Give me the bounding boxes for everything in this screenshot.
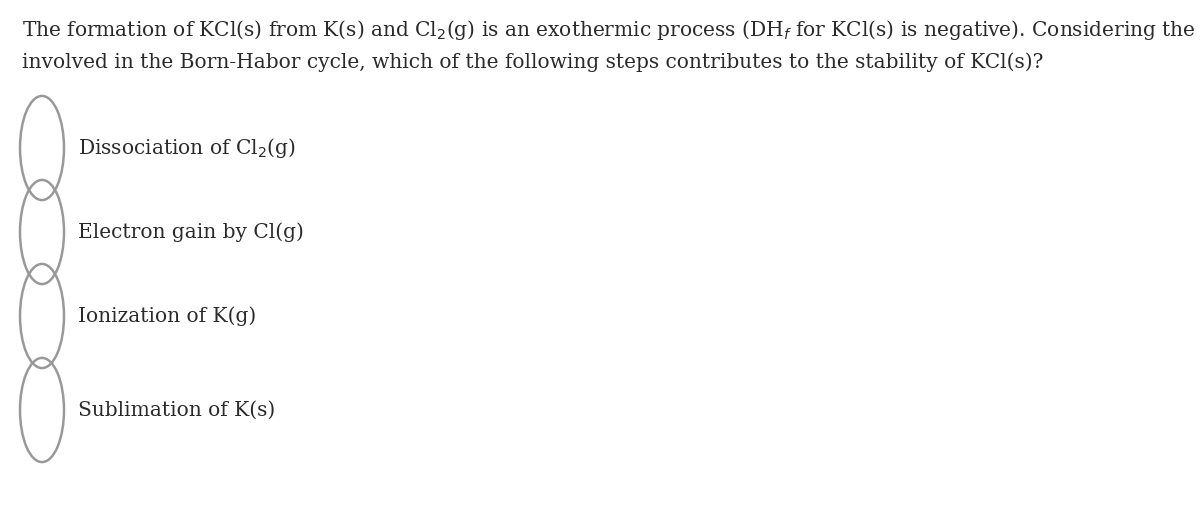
Text: Sublimation of K(s): Sublimation of K(s) [78,401,275,419]
Text: Ionization of K(g): Ionization of K(g) [78,306,257,326]
Text: involved in the Born-Habor cycle, which of the following steps contributes to th: involved in the Born-Habor cycle, which … [22,52,1043,71]
Text: Dissociation of Cl$_2$(g): Dissociation of Cl$_2$(g) [78,136,295,160]
Text: The formation of KCl(s) from K(s) and Cl$_2$(g) is an exothermic process (DH$_f$: The formation of KCl(s) from K(s) and Cl… [22,18,1200,42]
Text: Electron gain by Cl(g): Electron gain by Cl(g) [78,222,304,242]
